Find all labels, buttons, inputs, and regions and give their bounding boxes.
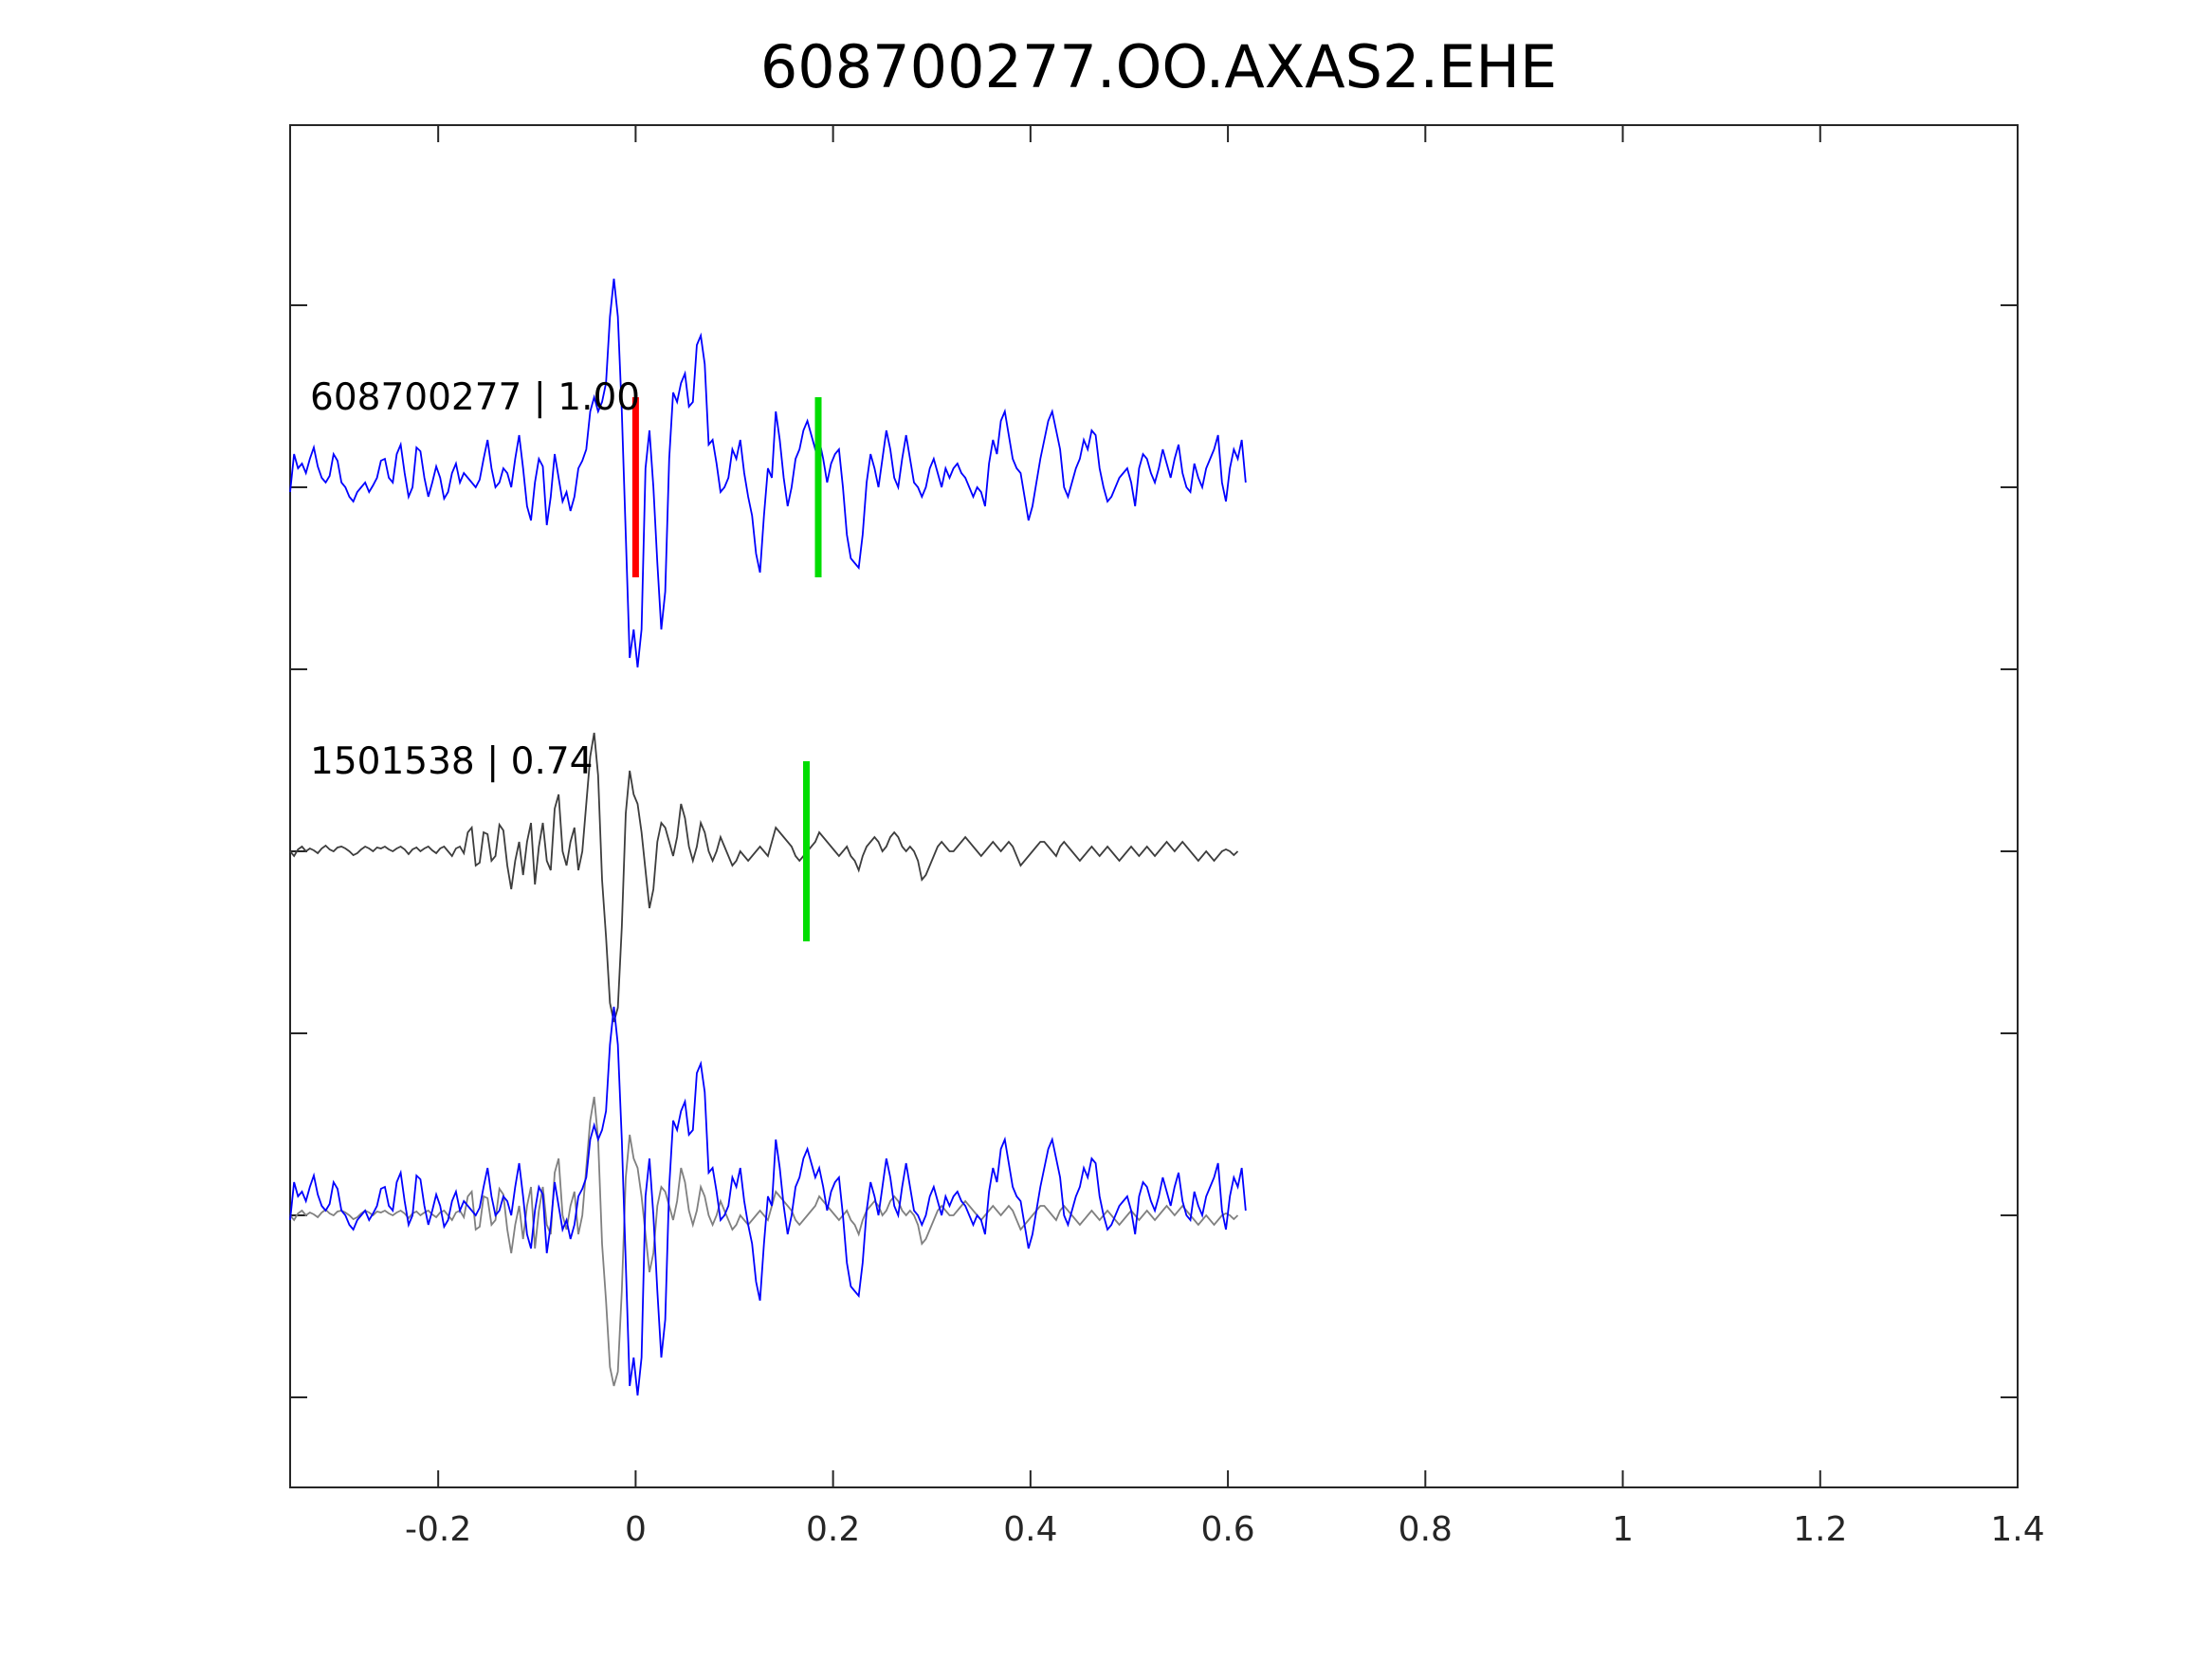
trace-label-template: 1501538 | 0.74: [310, 740, 593, 783]
axis-ticks: [290, 125, 2019, 1487]
x-tick-labels: -0.2 0 0.2 0.4 0.6 0.8 1 1.2 1.4: [405, 1510, 2045, 1549]
trace-label-target: 608700277 | 1.00: [310, 376, 640, 419]
plot-area: [289, 124, 2019, 1488]
x-tick-label: 0.8: [1398, 1510, 1453, 1549]
x-tick-label: 1: [1612, 1510, 1634, 1549]
trace-overlay-template: [289, 1096, 1239, 1387]
x-tick-label: 0.4: [1003, 1510, 1057, 1549]
trace-template: [289, 732, 1239, 1023]
x-tick-label: 1.2: [1793, 1510, 1847, 1549]
x-tick-label: 1.4: [1990, 1510, 2044, 1549]
phase-picks: [631, 397, 822, 941]
x-tick-label: 0.6: [1200, 1510, 1254, 1549]
x-tick-label: 0: [625, 1510, 647, 1549]
trace-target: [289, 278, 1247, 668]
x-tick-label: 0.2: [806, 1510, 860, 1549]
chart-title: 608700277.OO.AXAS2.EHE: [760, 32, 1557, 101]
waveform-traces: [289, 278, 1247, 1396]
x-tick-label: -0.2: [405, 1510, 471, 1549]
trace-overlay-target: [289, 1006, 1247, 1396]
